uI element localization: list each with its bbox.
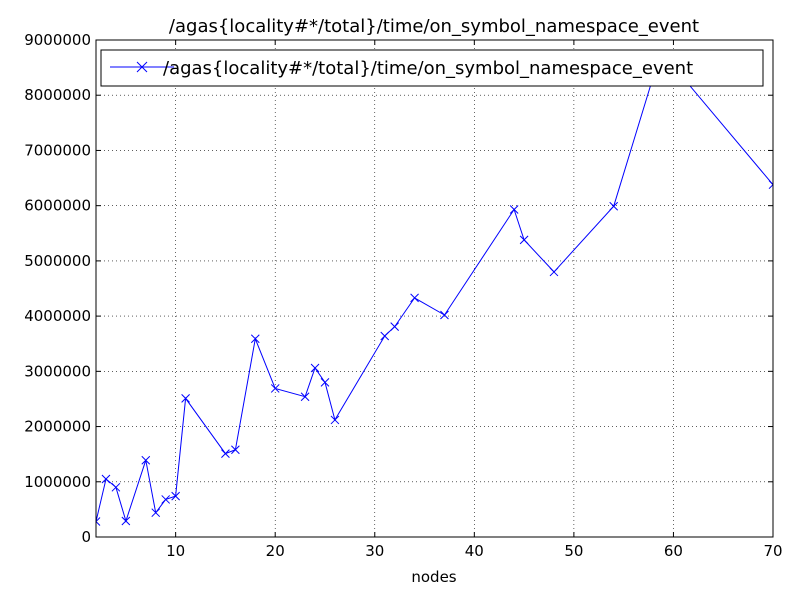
data-point: [440, 310, 449, 320]
y-tick-label: 6000000: [24, 197, 91, 215]
ticks: 0 1000000 2000000 3000000 4000000 5000000 6000…: [24, 31, 782, 560]
data-point: [171, 491, 181, 501]
data-point: [270, 384, 280, 393]
data-point: [410, 293, 419, 303]
data-point: [320, 378, 330, 387]
data-point: [300, 392, 310, 402]
y-tick-label: 1000000: [24, 473, 91, 491]
data-point: [121, 516, 131, 526]
y-tick-label: 3000000: [24, 362, 91, 380]
y-tick-label: 9000000: [24, 31, 91, 49]
legend-marker-icon: [136, 61, 148, 73]
x-tick-label: 20: [266, 542, 285, 560]
data-point: [330, 415, 340, 425]
legend: /agas{locality#*/total}/time/on_symbol_n…: [100, 49, 764, 87]
plot-frame: [95, 39, 774, 538]
data-point: [231, 445, 240, 455]
data-point: [96, 517, 101, 526]
data-point: [151, 508, 161, 518]
series-line: [96, 75, 773, 523]
chart-title: /agas{locality#*/total}/time/on_symbol_n…: [169, 16, 699, 37]
data-point: [221, 449, 230, 458]
y-tick-label: 5000000: [24, 252, 91, 270]
data-point: [161, 495, 171, 504]
x-axis-label: nodes: [411, 568, 456, 586]
y-tick-label: 2000000: [24, 418, 91, 436]
x-tick-label: 70: [763, 542, 782, 560]
data-point: [250, 334, 260, 344]
data-point: [101, 474, 111, 484]
data-point: [509, 205, 519, 214]
y-tick-label: 8000000: [24, 86, 91, 104]
data-point: [111, 482, 121, 492]
data-point: [380, 331, 390, 341]
x-tick-label: 40: [465, 542, 484, 560]
data-point: [768, 180, 773, 190]
y-tick-label: 0: [81, 528, 91, 546]
data-point: [181, 394, 190, 403]
series-layer: [96, 71, 773, 526]
grid: [96, 40, 773, 537]
y-tick-label: 4000000: [24, 307, 91, 325]
data-point: [549, 267, 559, 277]
x-tick-label: 10: [166, 542, 185, 560]
data-point: [390, 322, 400, 331]
data-point: [141, 455, 151, 465]
legend-label: /agas{locality#*/total}/time/on_symbol_n…: [163, 58, 693, 79]
y-tick-label: 7000000: [24, 141, 91, 159]
legend-box: [100, 49, 764, 87]
data-point: [519, 235, 529, 245]
data-point: [609, 201, 619, 211]
x-tick-label: 50: [564, 542, 583, 560]
x-tick-label: 60: [664, 542, 683, 560]
data-point: [310, 363, 320, 373]
x-tick-label: 30: [365, 542, 384, 560]
